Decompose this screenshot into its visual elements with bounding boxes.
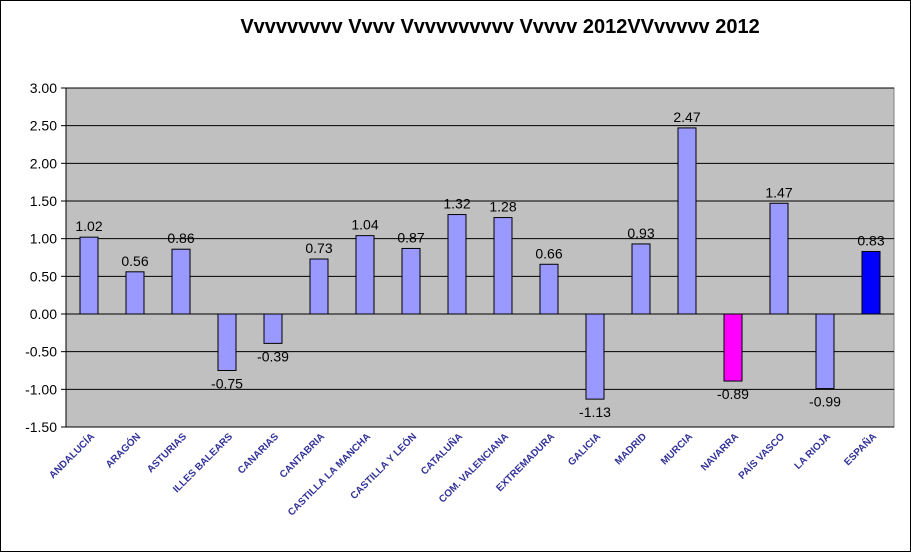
category-label: CANTABRIA (278, 431, 327, 480)
chart-title: Vvvvvvvvv Vvvv Vvvvvvvvvv Vvvvv 2012VVvv… (240, 16, 760, 38)
category-label: PAÍS VASCO (735, 430, 787, 482)
bar-11 (585, 313, 605, 400)
category-label: ASTURIAS (145, 431, 189, 475)
bar-9 (493, 217, 513, 315)
category-label: MURCIA (659, 431, 695, 467)
bar-8 (447, 214, 467, 315)
y-tick-label: -0.50 (25, 344, 57, 360)
category-label: CANARIAS (236, 431, 281, 476)
y-tick-label: 2.50 (30, 118, 57, 134)
data-label: 0.83 (857, 232, 884, 248)
bar-16 (815, 313, 835, 390)
bar-0 (79, 236, 99, 315)
category-label: CASTILLA LA MANCHA (286, 431, 373, 518)
category-label: GALICIA (566, 431, 603, 468)
category-label: LA RIOJA (793, 431, 834, 472)
bar-14 (723, 313, 743, 382)
y-tick-label: 1.50 (30, 193, 57, 209)
data-label: -0.39 (257, 348, 289, 364)
data-label: 1.47 (765, 184, 792, 200)
y-tick-label: 0.00 (30, 306, 57, 322)
y-tick-label: 2.00 (30, 155, 57, 171)
bar-15 (769, 202, 789, 315)
data-label: -1.13 (579, 404, 611, 420)
data-label: 0.87 (397, 229, 424, 245)
category-label: CATALUÑA (418, 430, 465, 477)
bar-4 (263, 313, 283, 344)
category-label: ESPAÑA (841, 430, 879, 468)
data-label: 1.28 (489, 199, 516, 215)
data-label: 1.02 (75, 218, 102, 234)
category-label: ANDALUCÍA (46, 430, 97, 481)
data-label: -0.75 (211, 376, 243, 392)
y-tick-label: 0.50 (30, 268, 57, 284)
y-tick-label: 1.00 (30, 231, 57, 247)
bar-5 (309, 258, 329, 315)
category-label: MADRID (613, 431, 649, 467)
bar-17 (861, 250, 881, 315)
bar-13 (677, 127, 697, 315)
y-tick-label: -1.50 (25, 419, 57, 435)
data-label: -0.89 (717, 386, 749, 402)
data-label: 0.66 (535, 245, 562, 261)
data-label: -0.99 (809, 394, 841, 410)
bar-2 (171, 248, 191, 315)
category-label: NAVARRA (699, 431, 741, 473)
bar-12 (631, 243, 651, 315)
plot-area (65, 87, 895, 428)
category-label: ARAGÓN (102, 430, 143, 471)
bar-10 (539, 263, 559, 315)
data-label: 0.86 (167, 230, 194, 246)
data-label: 0.93 (627, 225, 654, 241)
y-tick-label: -1.00 (25, 381, 57, 397)
data-label: 1.32 (443, 196, 470, 212)
bar-6 (355, 235, 375, 315)
data-label: 0.73 (305, 240, 332, 256)
data-label: 1.04 (351, 217, 378, 233)
bar-1 (125, 271, 145, 315)
bar-7 (401, 247, 421, 315)
y-tick-label: 3.00 (30, 80, 57, 96)
data-label: 2.47 (673, 109, 700, 125)
data-label: 0.56 (121, 253, 148, 269)
bar-3 (217, 313, 237, 371)
